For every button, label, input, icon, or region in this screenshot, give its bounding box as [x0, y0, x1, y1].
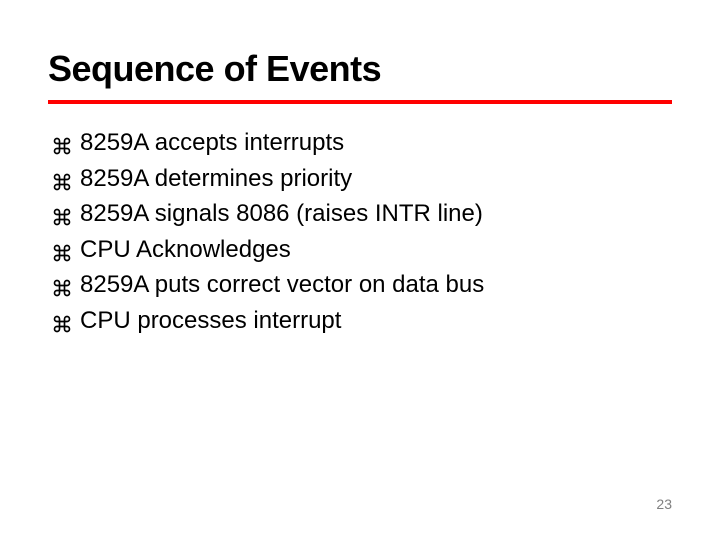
list-item: 8259A determines priority: [52, 162, 672, 196]
bullet-list: 8259A accepts interrupts 8259A determine…: [48, 126, 672, 338]
list-item-text: 8259A signals 8086 (raises INTR line): [80, 197, 483, 231]
command-icon: [52, 310, 72, 330]
list-item: 8259A signals 8086 (raises INTR line): [52, 197, 672, 231]
list-item-text: 8259A accepts interrupts: [80, 126, 344, 160]
list-item-text: CPU Acknowledges: [80, 233, 291, 267]
command-icon: [52, 168, 72, 188]
command-icon: [52, 132, 72, 152]
command-icon: [52, 203, 72, 223]
slide-title: Sequence of Events: [48, 48, 672, 90]
list-item-text: CPU processes interrupt: [80, 304, 341, 338]
title-rule: [48, 100, 672, 104]
command-icon: [52, 274, 72, 294]
command-icon: [52, 239, 72, 259]
list-item: 8259A accepts interrupts: [52, 126, 672, 160]
list-item: 8259A puts correct vector on data bus: [52, 268, 672, 302]
list-item-text: 8259A puts correct vector on data bus: [80, 268, 484, 302]
list-item: CPU processes interrupt: [52, 304, 672, 338]
list-item-text: 8259A determines priority: [80, 162, 352, 196]
list-item: CPU Acknowledges: [52, 233, 672, 267]
page-number: 23: [656, 496, 672, 512]
slide: Sequence of Events 8259A accepts interru…: [0, 0, 720, 540]
